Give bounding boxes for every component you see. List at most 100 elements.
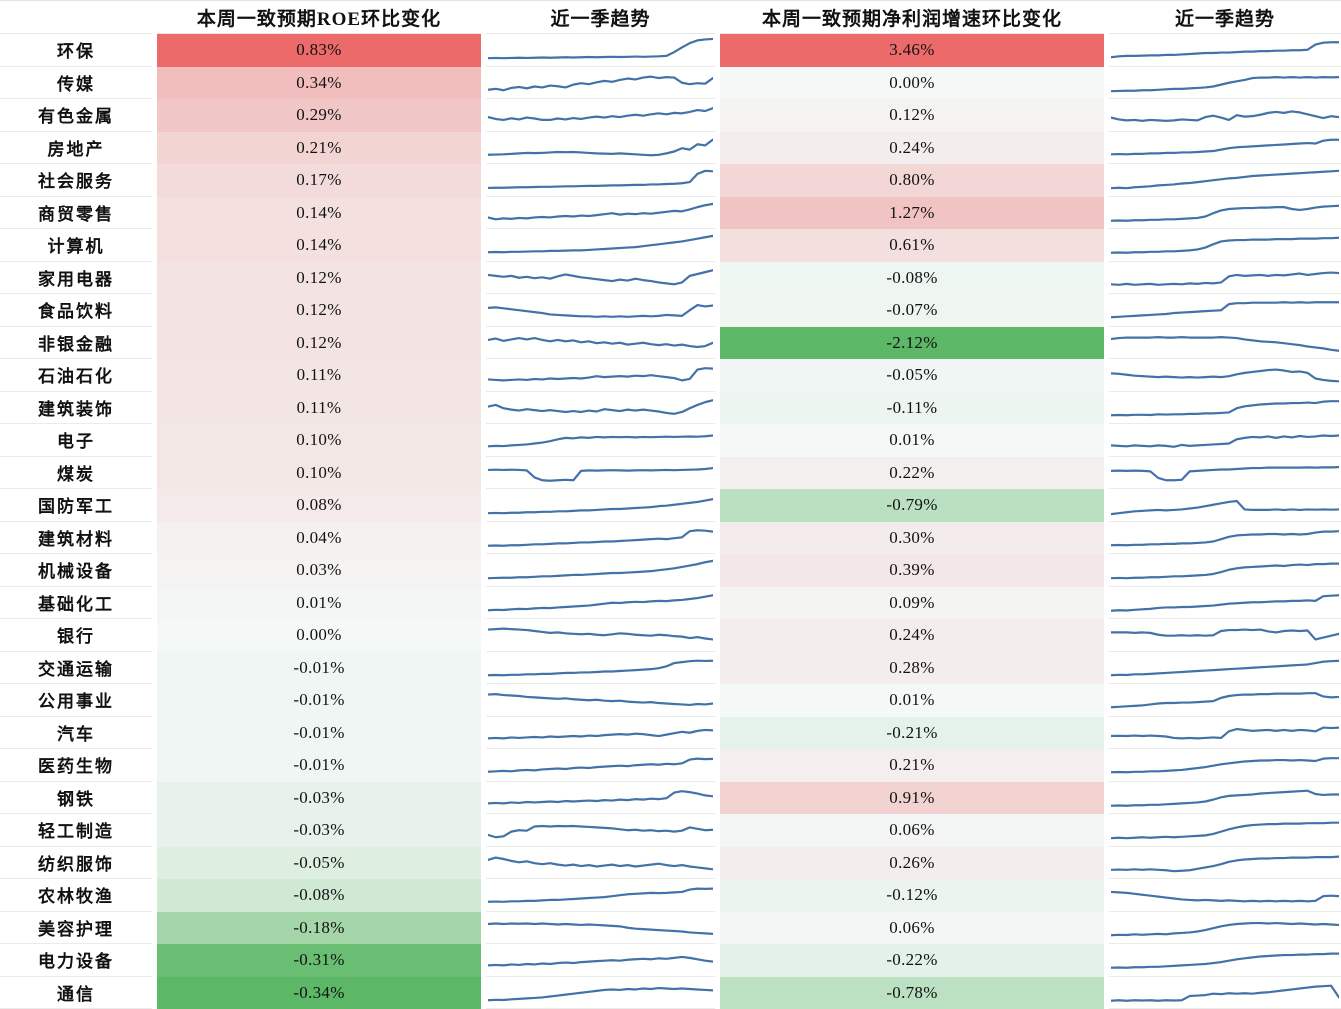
profit-trend-cell bbox=[1109, 424, 1341, 457]
profit-change-cell: -2.12% bbox=[720, 327, 1104, 360]
sparkline-chart bbox=[1111, 850, 1339, 876]
roe-trend-cell bbox=[486, 782, 715, 815]
sparkline-chart bbox=[488, 362, 713, 388]
sparkline-chart bbox=[488, 752, 713, 778]
profit-change-cell: -0.22% bbox=[720, 944, 1104, 977]
sparkline-chart bbox=[1111, 297, 1339, 323]
sparkline-chart bbox=[1111, 525, 1339, 551]
profit-change-cell: 0.22% bbox=[720, 457, 1104, 490]
sparkline-chart bbox=[1111, 395, 1339, 421]
sparkline-chart bbox=[1111, 687, 1339, 713]
profit-change-cell: 0.26% bbox=[720, 847, 1104, 880]
profit-trend-cell bbox=[1109, 554, 1341, 587]
sparkline-chart bbox=[1111, 362, 1339, 388]
roe-trend-cell bbox=[486, 944, 715, 977]
roe-change-cell: 0.03% bbox=[157, 554, 481, 587]
sector-label: 基础化工 bbox=[0, 587, 152, 620]
roe-trend-cell bbox=[486, 554, 715, 587]
profit-change-cell: -0.12% bbox=[720, 879, 1104, 912]
profit-change-cell: 0.06% bbox=[720, 912, 1104, 945]
sparkline-chart bbox=[488, 460, 713, 486]
roe-trend-cell bbox=[486, 587, 715, 620]
sparkline-chart bbox=[488, 980, 713, 1006]
profit-trend-cell bbox=[1109, 197, 1341, 230]
roe-trend-cell bbox=[486, 717, 715, 750]
roe-change-cell: -0.01% bbox=[157, 749, 481, 782]
roe-trend-cell bbox=[486, 424, 715, 457]
sparkline-chart bbox=[1111, 980, 1339, 1006]
profit-trend-cell bbox=[1109, 99, 1341, 132]
profit-change-cell: 0.09% bbox=[720, 587, 1104, 620]
sparkline-chart bbox=[488, 525, 713, 551]
roe-trend-cell bbox=[486, 684, 715, 717]
sparkline-chart bbox=[488, 427, 713, 453]
sector-label: 社会服务 bbox=[0, 164, 152, 197]
roe-change-cell: 0.11% bbox=[157, 359, 481, 392]
sparkline-chart bbox=[1111, 947, 1339, 973]
sparkline-chart bbox=[488, 720, 713, 746]
header-sector bbox=[0, 1, 152, 34]
sector-label: 纺织服饰 bbox=[0, 847, 152, 880]
profit-change-cell: 0.21% bbox=[720, 749, 1104, 782]
profit-trend-cell bbox=[1109, 814, 1341, 847]
roe-trend-cell bbox=[486, 34, 715, 67]
header-roe-trend: 近一季趋势 bbox=[486, 1, 715, 34]
profit-change-cell: 3.46% bbox=[720, 34, 1104, 67]
sector-label: 汽车 bbox=[0, 717, 152, 750]
sparkline-chart bbox=[488, 37, 713, 63]
profit-trend-cell bbox=[1109, 619, 1341, 652]
profit-change-cell: 0.12% bbox=[720, 99, 1104, 132]
profit-trend-cell bbox=[1109, 749, 1341, 782]
sector-label: 机械设备 bbox=[0, 554, 152, 587]
profit-trend-cell bbox=[1109, 944, 1341, 977]
roe-change-cell: -0.01% bbox=[157, 684, 481, 717]
profit-trend-cell bbox=[1109, 684, 1341, 717]
roe-trend-cell bbox=[486, 522, 715, 555]
sparkline-chart bbox=[1111, 915, 1339, 941]
roe-change-cell: -0.01% bbox=[157, 652, 481, 685]
profit-change-cell: 0.01% bbox=[720, 424, 1104, 457]
profit-trend-cell bbox=[1109, 392, 1341, 425]
roe-change-cell: -0.18% bbox=[157, 912, 481, 945]
roe-change-cell: 0.14% bbox=[157, 229, 481, 262]
roe-change-cell: -0.08% bbox=[157, 879, 481, 912]
sector-label: 商贸零售 bbox=[0, 197, 152, 230]
roe-trend-cell bbox=[486, 977, 715, 1009]
sparkline-chart bbox=[488, 557, 713, 583]
sparkline-chart bbox=[1111, 785, 1339, 811]
profit-trend-cell bbox=[1109, 327, 1341, 360]
sector-label: 国防军工 bbox=[0, 489, 152, 522]
sparkline-chart bbox=[1111, 622, 1339, 648]
sparkline-chart bbox=[1111, 135, 1339, 161]
sparkline-chart bbox=[488, 817, 713, 843]
profit-change-cell: 0.80% bbox=[720, 164, 1104, 197]
roe-trend-cell bbox=[486, 912, 715, 945]
profit-trend-cell bbox=[1109, 67, 1341, 100]
profit-trend-cell bbox=[1109, 912, 1341, 945]
sector-label: 美容护理 bbox=[0, 912, 152, 945]
roe-trend-cell bbox=[486, 879, 715, 912]
sparkline-chart bbox=[1111, 817, 1339, 843]
profit-trend-cell bbox=[1109, 522, 1341, 555]
sparkline-chart bbox=[488, 590, 713, 616]
sector-label: 农林牧渔 bbox=[0, 879, 152, 912]
profit-trend-cell bbox=[1109, 587, 1341, 620]
roe-change-cell: 0.12% bbox=[157, 327, 481, 360]
sector-label: 建筑装饰 bbox=[0, 392, 152, 425]
profit-trend-cell bbox=[1109, 977, 1341, 1009]
roe-change-cell: 0.29% bbox=[157, 99, 481, 132]
sparkline-chart bbox=[1111, 752, 1339, 778]
sector-label: 计算机 bbox=[0, 229, 152, 262]
sparkline-chart bbox=[1111, 330, 1339, 356]
sector-label: 传媒 bbox=[0, 67, 152, 100]
sparkline-chart bbox=[1111, 557, 1339, 583]
sector-label: 有色金属 bbox=[0, 99, 152, 132]
sparkline-chart bbox=[1111, 882, 1339, 908]
roe-trend-cell bbox=[486, 327, 715, 360]
profit-trend-cell bbox=[1109, 457, 1341, 490]
roe-change-cell: -0.01% bbox=[157, 717, 481, 750]
sparkline-chart bbox=[1111, 167, 1339, 193]
sparkline-chart bbox=[488, 135, 713, 161]
sparkline-chart bbox=[1111, 265, 1339, 291]
